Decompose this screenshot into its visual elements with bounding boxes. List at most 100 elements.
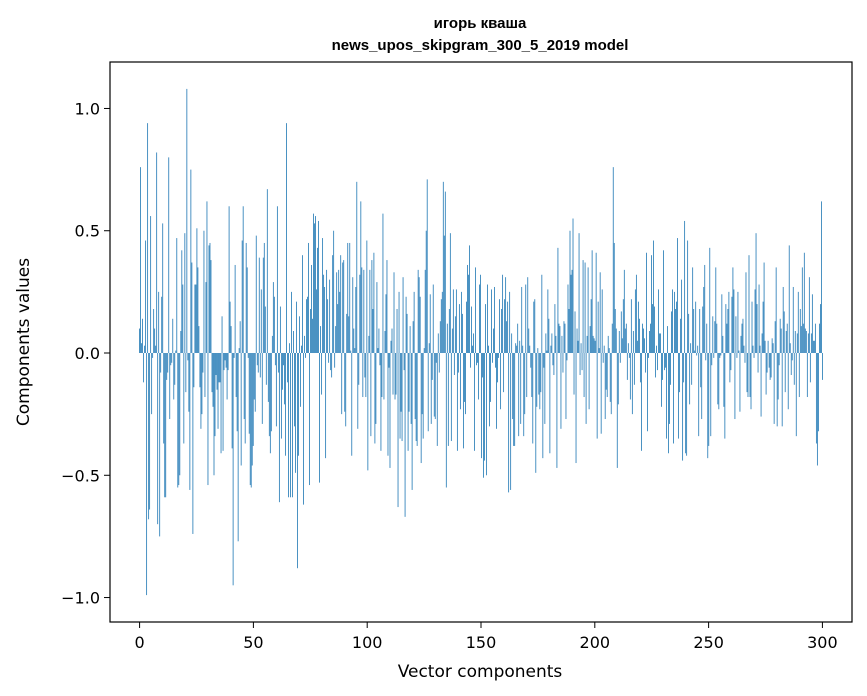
bar — [583, 353, 585, 398]
bar — [623, 269, 625, 353]
bar — [326, 269, 328, 353]
bar — [713, 353, 715, 358]
bar — [155, 345, 157, 354]
bar — [732, 267, 734, 353]
bar — [151, 353, 153, 415]
bar — [459, 353, 461, 410]
bar — [314, 223, 315, 354]
bar — [284, 353, 285, 405]
bar — [598, 348, 600, 353]
bar — [358, 353, 360, 385]
bar — [522, 345, 524, 354]
bar — [533, 301, 535, 353]
bar — [234, 264, 236, 353]
bar — [387, 353, 389, 456]
bar — [741, 323, 743, 353]
bar — [233, 353, 235, 358]
bar — [786, 323, 788, 353]
bar — [168, 157, 170, 353]
bar — [465, 353, 466, 415]
bar — [257, 353, 259, 373]
bar — [448, 308, 450, 354]
bar — [480, 274, 481, 353]
bar — [813, 340, 815, 354]
bar — [370, 353, 372, 437]
bar — [585, 353, 587, 424]
bar — [719, 353, 721, 358]
bar — [375, 353, 377, 424]
bar — [193, 353, 195, 388]
bar — [276, 206, 278, 353]
bar — [604, 353, 606, 420]
bar — [688, 313, 690, 354]
bar — [272, 282, 274, 354]
bar — [484, 353, 485, 461]
bar — [595, 252, 597, 353]
bar — [348, 316, 350, 353]
bar — [261, 353, 263, 424]
bar — [476, 353, 477, 366]
bar — [388, 353, 390, 368]
bar — [804, 328, 806, 353]
bar — [171, 353, 173, 363]
bar — [754, 289, 756, 353]
bar — [740, 335, 742, 354]
bar — [594, 340, 596, 354]
bar — [360, 201, 362, 354]
bar — [531, 353, 533, 398]
bar — [509, 291, 511, 354]
bar — [309, 353, 310, 486]
bar — [174, 353, 176, 385]
bar — [641, 353, 642, 451]
bar — [305, 353, 306, 358]
bar — [780, 328, 782, 353]
bar — [487, 284, 488, 353]
bar — [700, 353, 702, 388]
bar — [490, 353, 491, 402]
bar — [424, 269, 426, 353]
bar — [762, 301, 764, 353]
bar — [170, 353, 172, 366]
bar — [767, 340, 769, 354]
bar — [273, 296, 275, 353]
bar — [505, 277, 507, 354]
bar — [558, 323, 560, 353]
bar — [363, 269, 365, 353]
bar — [610, 353, 612, 415]
bar — [691, 353, 693, 385]
bar — [698, 353, 700, 437]
bar — [477, 353, 478, 363]
bar — [738, 350, 740, 354]
x-tick-label: 50 — [243, 633, 263, 652]
bar — [452, 289, 454, 353]
bar — [728, 291, 730, 354]
bar — [179, 353, 181, 476]
bar — [752, 345, 754, 354]
bar — [670, 353, 671, 385]
bar — [678, 353, 679, 439]
bar — [500, 353, 502, 410]
bar — [208, 245, 210, 354]
bar — [547, 289, 549, 353]
bar — [807, 333, 809, 353]
bar — [548, 318, 550, 354]
bar — [157, 353, 159, 525]
bar — [336, 272, 338, 354]
bar — [743, 345, 745, 354]
bar — [530, 353, 532, 368]
bar — [150, 216, 152, 353]
bar — [609, 353, 611, 402]
bar — [521, 286, 523, 354]
bar — [345, 353, 347, 427]
bar — [573, 353, 575, 395]
bar — [152, 353, 154, 358]
bar — [147, 123, 149, 354]
bar — [821, 201, 822, 354]
bar — [496, 353, 497, 429]
bar — [631, 353, 633, 415]
bar — [782, 286, 784, 354]
bar — [321, 353, 323, 395]
bar — [768, 353, 770, 368]
bar — [628, 353, 630, 358]
bar — [451, 328, 453, 353]
